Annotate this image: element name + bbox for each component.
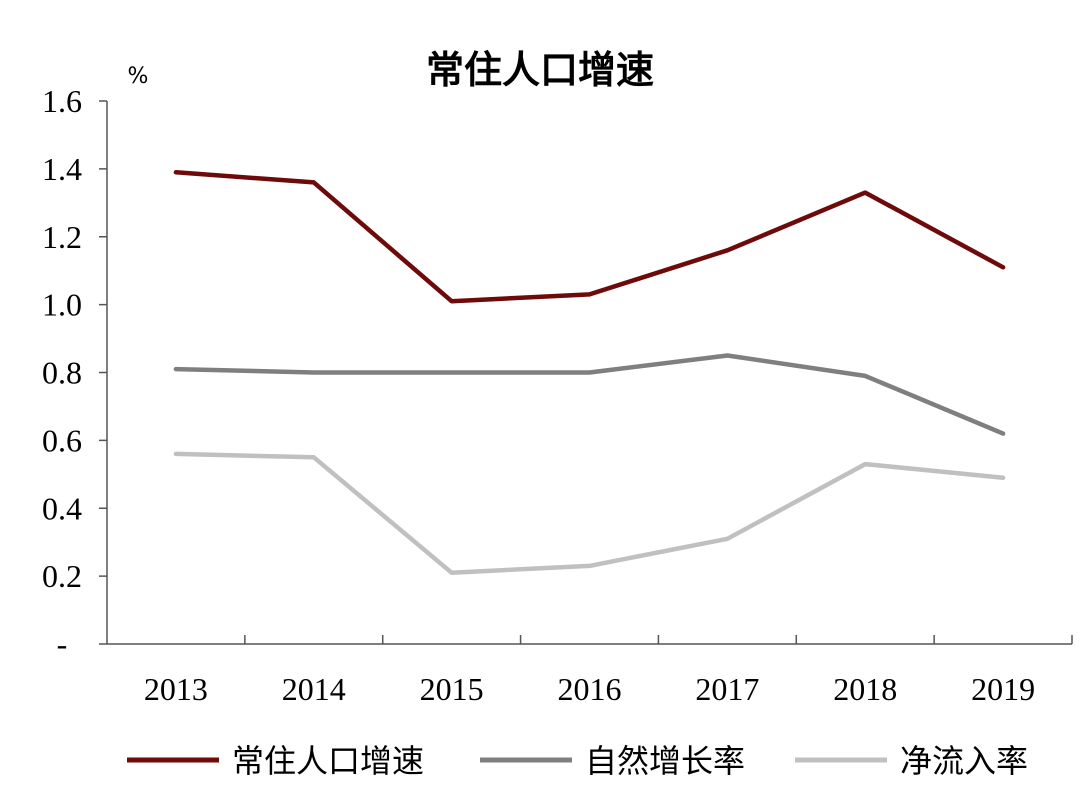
y-tick-label: 0.6: [42, 422, 82, 458]
y-tick-label: 0.4: [42, 490, 82, 526]
series-line-1: [173, 170, 1006, 304]
series-line-2: [173, 353, 1006, 436]
chart-title: 常住人口增速: [426, 48, 654, 92]
x-tick-label: 2014: [282, 671, 346, 707]
x-tick-label: 2019: [971, 671, 1035, 707]
x-tick-label: 2013: [144, 671, 208, 707]
y-tick-label: 0.8: [42, 355, 82, 391]
x-tick-label: 2015: [420, 671, 484, 707]
y-tick-label: -: [57, 626, 68, 662]
x-tick-label: 2018: [833, 671, 897, 707]
x-tick-label: 2016: [558, 671, 622, 707]
legend-label-2: 自然增长率: [585, 742, 745, 780]
legend-label-3: 净流入率: [900, 742, 1028, 780]
legend-label-1: 常住人口增速: [232, 742, 424, 780]
series-line-3: [173, 451, 1006, 575]
axes: - 0.2 0.4 0.6 0.8 1.0 1.2 1.4 1.6 2013 2014 2015 201…: [42, 83, 1073, 707]
y-tick-label: 1.4: [42, 151, 82, 187]
x-tick-label: 2017: [695, 671, 759, 707]
legend: 常住人口增速 自然增长率 净流入率: [127, 742, 1028, 780]
y-tick-label: 1.2: [42, 219, 82, 255]
y-tick-label: 0.2: [42, 558, 82, 594]
series-layer: [173, 170, 1006, 575]
y-tick-label: 1.0: [42, 287, 82, 323]
y-axis-unit: %: [128, 64, 149, 89]
y-tick-label: 1.6: [42, 83, 82, 119]
